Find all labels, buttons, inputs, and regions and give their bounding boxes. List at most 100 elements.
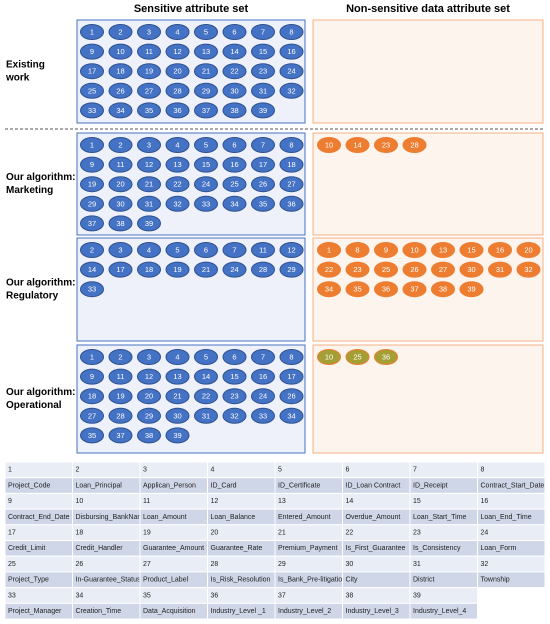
table-id: 14 bbox=[346, 498, 354, 505]
attribute-ellipse bbox=[80, 368, 104, 385]
attribute-ellipse bbox=[194, 137, 218, 153]
table-name: Industry_Level _1 bbox=[211, 608, 266, 615]
attribute-number: 36 bbox=[382, 352, 390, 361]
attribute-number: 1 bbox=[90, 140, 94, 149]
attribute-number: 25 bbox=[88, 86, 96, 95]
attribute-number: 15 bbox=[202, 160, 210, 169]
table-id: 7 bbox=[413, 467, 417, 474]
attribute-ellipse bbox=[402, 242, 427, 258]
table-id: 39 bbox=[413, 592, 421, 599]
attribute-ellipse bbox=[165, 176, 190, 193]
attribute-ellipse bbox=[194, 261, 218, 278]
table-id: 9 bbox=[8, 498, 12, 505]
attribute-ellipse bbox=[431, 281, 455, 298]
attribute-number: 30 bbox=[116, 199, 124, 208]
attribute-number: 12 bbox=[287, 245, 295, 254]
attribute-number: 22 bbox=[173, 180, 181, 189]
attribute-ellipse bbox=[279, 407, 304, 424]
attribute-ellipse bbox=[251, 137, 275, 153]
attribute-ellipse bbox=[488, 261, 512, 278]
attribute-ellipse bbox=[374, 242, 398, 258]
attribute-number: 4 bbox=[175, 140, 179, 149]
attribute-number: 18 bbox=[287, 160, 295, 169]
attribute-number: 27 bbox=[145, 86, 153, 95]
attribute-number: 20 bbox=[173, 67, 181, 76]
attribute-ellipse bbox=[251, 43, 275, 60]
attribute-ellipse bbox=[165, 82, 190, 99]
attribute-number: 9 bbox=[90, 160, 94, 169]
attribute-number: 10 bbox=[116, 47, 124, 56]
attribute-ellipse bbox=[251, 261, 275, 278]
table-id: 3 bbox=[143, 467, 147, 474]
attribute-number: 35 bbox=[353, 285, 361, 294]
attribute-ellipse bbox=[222, 368, 247, 385]
attribute-number: 34 bbox=[230, 199, 238, 208]
attribute-number: 19 bbox=[116, 392, 124, 401]
attribute-number: 38 bbox=[439, 285, 447, 294]
table-id: 19 bbox=[143, 529, 151, 536]
table-name: Disbursing_BankName bbox=[76, 514, 148, 521]
attribute-ellipse bbox=[165, 261, 190, 278]
attribute-number: 5 bbox=[175, 245, 179, 254]
attribute-number: 24 bbox=[287, 67, 295, 76]
attribute-ellipse bbox=[251, 102, 275, 119]
table-id: 6 bbox=[346, 467, 350, 474]
table-id: 31 bbox=[413, 561, 421, 568]
row-label: Existing bbox=[6, 60, 45, 71]
attribute-number: 21 bbox=[173, 392, 181, 401]
attribute-number: 14 bbox=[230, 47, 238, 56]
attribute-ellipse bbox=[137, 195, 161, 212]
attribute-ellipse bbox=[108, 242, 133, 258]
attribute-number: 21 bbox=[202, 265, 210, 274]
attribute-ellipse bbox=[80, 215, 104, 232]
table-id: 22 bbox=[346, 529, 354, 536]
attribute-ellipse bbox=[194, 82, 218, 99]
attribute-ellipse bbox=[194, 156, 218, 173]
attribute-ellipse bbox=[80, 427, 104, 444]
attribute-number: 2 bbox=[118, 27, 122, 36]
table-name: Applican_Person bbox=[143, 482, 196, 489]
attribute-number: 37 bbox=[88, 219, 96, 228]
row-label: Our algorithm: bbox=[6, 387, 75, 398]
attribute-number: 1 bbox=[90, 27, 94, 36]
attribute-number: 26 bbox=[410, 265, 418, 274]
attribute-number: 3 bbox=[147, 352, 151, 361]
attribute-ellipse bbox=[108, 43, 133, 60]
attribute-ellipse bbox=[345, 349, 370, 365]
attribute-ellipse bbox=[108, 102, 133, 119]
attribute-ellipse bbox=[251, 63, 275, 80]
attribute-number: 31 bbox=[145, 199, 153, 208]
table-id: 16 bbox=[481, 498, 489, 505]
attribute-number: 20 bbox=[145, 392, 153, 401]
attribute-number: 16 bbox=[230, 160, 238, 169]
attribute-ellipse bbox=[80, 407, 104, 424]
attribute-number: 22 bbox=[230, 67, 238, 76]
attribute-ellipse bbox=[165, 43, 190, 60]
attribute-ellipse bbox=[402, 137, 427, 153]
attribute-ellipse bbox=[279, 63, 304, 80]
table-name: Overdue_Amount bbox=[346, 514, 401, 521]
attribute-ellipse bbox=[137, 261, 161, 278]
attribute-ellipse bbox=[80, 102, 104, 119]
attribute-number: 4 bbox=[175, 352, 179, 361]
table-name: Project_Code bbox=[8, 482, 51, 489]
attribute-number: 6 bbox=[232, 27, 236, 36]
attribute-ellipse bbox=[251, 82, 275, 99]
table-name: Guarantee_Amount bbox=[143, 545, 204, 552]
attribute-ellipse bbox=[222, 63, 247, 80]
attribute-number: 6 bbox=[232, 352, 236, 361]
attribute-number: 25 bbox=[353, 352, 361, 361]
attribute-ellipse bbox=[374, 137, 398, 153]
attribute-number: 15 bbox=[259, 47, 267, 56]
attribute-number: 18 bbox=[88, 392, 96, 401]
attribute-number: 7 bbox=[261, 140, 265, 149]
table-name: Guarantee_Rate bbox=[211, 545, 263, 552]
attribute-ellipse bbox=[251, 368, 275, 385]
attribute-ellipse bbox=[137, 102, 161, 119]
table-name: ID_Card bbox=[211, 482, 237, 489]
attribute-ellipse bbox=[459, 281, 484, 298]
attribute-number: 30 bbox=[173, 411, 181, 420]
attribute-ellipse bbox=[279, 82, 304, 99]
attribute-number: 18 bbox=[145, 265, 153, 274]
